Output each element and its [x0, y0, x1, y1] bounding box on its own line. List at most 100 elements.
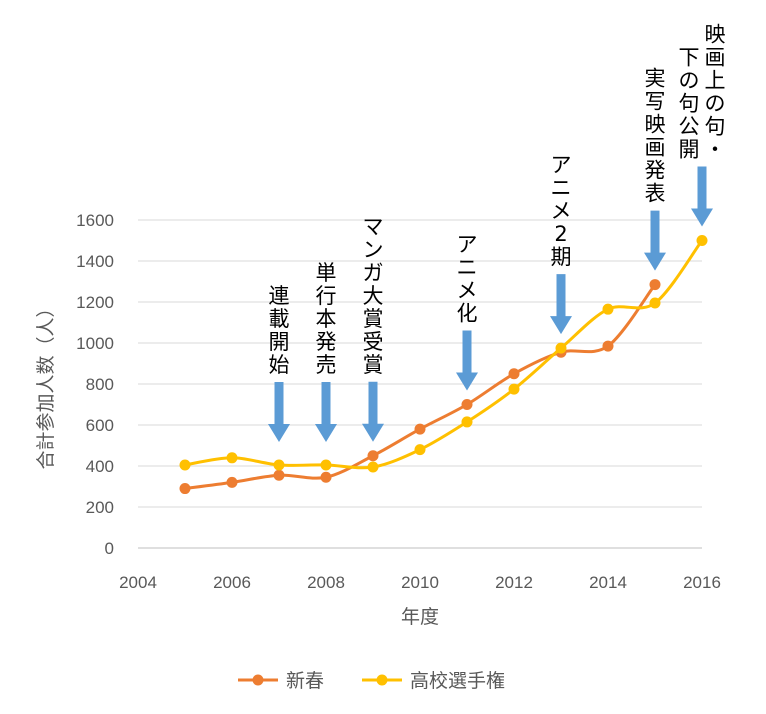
annotation-char: 下 — [679, 46, 700, 70]
annotation-char: 連 — [269, 284, 290, 308]
y-tick-label: 800 — [86, 375, 114, 394]
y-axis: 0 200 400 600 800 1000 1200 1400 1600 — [76, 211, 114, 558]
annotation-char: 賞 — [363, 307, 384, 331]
annotation-char: の — [679, 69, 700, 93]
legend-item: 新春 — [238, 670, 324, 692]
annotation-char: 開 — [269, 330, 290, 354]
data-point — [649, 297, 661, 309]
data-point — [414, 423, 426, 435]
legend-label: 新春 — [286, 670, 324, 692]
data-point — [461, 399, 473, 410]
series-line — [184, 239, 704, 470]
x-axis-title: 年度 — [401, 606, 439, 628]
annotation-char: 化 — [457, 302, 478, 326]
annotation-char: 始 — [269, 353, 290, 377]
data-point — [179, 483, 191, 495]
y-tick-label: 1000 — [76, 334, 114, 353]
annotation-char: 映 — [705, 23, 726, 47]
annotation-char: 期 — [551, 245, 572, 269]
annotation-char: 本 — [316, 307, 337, 331]
series-line — [184, 283, 657, 491]
annotation-char: 画 — [645, 136, 666, 160]
y-tick-label: 1600 — [76, 211, 114, 230]
annotation-char: ン — [363, 238, 384, 262]
legend-marker — [376, 674, 388, 686]
data-point — [273, 469, 285, 481]
legend-item: 高校選手権 — [362, 670, 505, 692]
down-arrow-icon — [691, 166, 713, 227]
annotation-char: 単 — [316, 261, 337, 285]
annotation-char: 写 — [645, 90, 666, 114]
series-2 — [179, 235, 708, 473]
grid-lines — [138, 219, 702, 549]
data-point — [367, 461, 379, 473]
down-arrow-icon — [550, 274, 572, 335]
data-point — [179, 459, 191, 471]
annotation-char: 受 — [363, 330, 384, 354]
annotation-char: 載 — [269, 307, 290, 331]
data-point — [273, 459, 285, 471]
annotation-char: の — [705, 92, 726, 116]
y-axis-title: 合計参加人数（人） — [35, 298, 57, 469]
annotation-char: 画 — [705, 46, 726, 70]
annotation-char: ア — [551, 153, 572, 177]
data-point — [320, 459, 332, 471]
annotation-char: 売 — [316, 353, 337, 377]
annotation-char: 開 — [679, 138, 700, 162]
y-tick-label: 1400 — [76, 252, 114, 271]
down-arrow-icon — [644, 210, 666, 271]
series-1 — [179, 279, 661, 495]
data-point — [508, 383, 520, 395]
y-tick-label: 0 — [105, 539, 114, 558]
series-group — [179, 235, 708, 495]
data-point — [226, 476, 238, 488]
x-tick-label: 2012 — [495, 573, 533, 592]
annotation-char: 表 — [645, 182, 666, 206]
annotation-char: メ — [551, 199, 572, 223]
annotation-char: ア — [457, 233, 478, 257]
annotation-char: 上 — [705, 69, 726, 93]
annotation-char: 賞 — [363, 353, 384, 377]
annotation-char: 句 — [679, 92, 700, 116]
down-arrow-icon — [315, 382, 337, 442]
x-tick-label: 2004 — [119, 573, 157, 592]
annotation-char: 発 — [316, 330, 337, 354]
annotation-char: 行 — [316, 284, 337, 308]
annotation-char: 発 — [645, 159, 666, 183]
y-tick-label: 1200 — [76, 293, 114, 312]
annotation-char: ニ — [551, 176, 572, 200]
annotation-char: 2 — [554, 222, 567, 246]
annotation-char: 公 — [679, 115, 700, 139]
y-tick-label: 400 — [86, 457, 114, 476]
x-tick-label: 2006 — [213, 573, 251, 592]
legend-marker — [252, 674, 264, 686]
x-tick-label: 2014 — [589, 573, 627, 592]
legend-label: 高校選手権 — [410, 670, 505, 692]
data-point — [367, 450, 379, 462]
annotation-char: ・ — [705, 138, 726, 162]
data-point — [602, 303, 614, 315]
data-point — [320, 471, 332, 483]
data-point — [226, 452, 238, 464]
data-point — [649, 279, 661, 291]
x-tick-label: 2008 — [307, 573, 345, 592]
data-point — [602, 340, 614, 352]
x-tick-label: 2010 — [401, 573, 439, 592]
data-point — [414, 444, 426, 456]
down-arrow-icon — [456, 330, 478, 391]
down-arrow-icon — [268, 382, 290, 442]
annotation-char: ニ — [457, 256, 478, 280]
y-tick-label: 200 — [86, 498, 114, 517]
annotation-char: メ — [457, 279, 478, 303]
down-arrow-icon — [362, 381, 384, 442]
annotation-char: 大 — [363, 284, 384, 308]
data-point — [555, 342, 567, 354]
annotation-char: ガ — [363, 261, 384, 285]
annotation-char: 句 — [705, 115, 726, 139]
